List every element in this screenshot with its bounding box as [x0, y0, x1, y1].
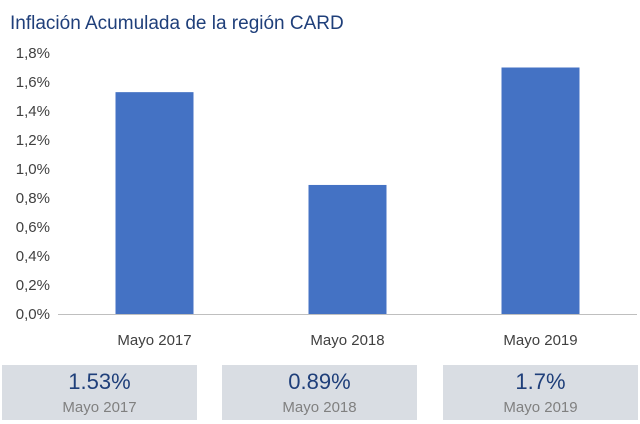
card-label: Mayo 2019: [503, 399, 578, 416]
card-label: Mayo 2018: [282, 399, 357, 416]
y-tick-label: 0,4%: [16, 248, 50, 265]
x-tick-label: Mayo 2017: [117, 332, 191, 349]
y-tick-label: 1,8%: [16, 45, 50, 62]
y-tick-label: 0,0%: [16, 306, 50, 323]
y-tick-label: 0,6%: [16, 219, 50, 236]
bars: [115, 67, 580, 315]
y-tick-label: 1,4%: [16, 103, 50, 120]
chart-title: Inflación Acumulada de la región CARD: [10, 13, 344, 34]
y-tick-label: 1,0%: [16, 161, 50, 178]
card-value: 1.53%: [68, 369, 131, 394]
summary-card-2018: 0.89% Mayo 2018: [222, 365, 417, 420]
summary-card-2017: 1.53% Mayo 2017: [2, 365, 197, 420]
y-axis: 0,0% 0,2% 0,4% 0,6% 0,8% 1,0% 1,2% 1,4% 1,6% 1,8%: [16, 45, 50, 323]
summary-card-2019: 1.7% Mayo 2019: [443, 365, 638, 420]
x-tick-label: Mayo 2018: [310, 332, 384, 349]
y-tick-label: 0,8%: [16, 190, 50, 207]
card-value: 1.7%: [515, 369, 566, 394]
bar-2: [308, 184, 387, 314]
bar-chart: 0,0% 0,2% 0,4% 0,6% 0,8% 1,0% 1,2% 1,4% 1,6% 1,8%…: [16, 45, 637, 349]
y-tick-label: 1,2%: [16, 132, 50, 149]
x-tick-label: Mayo 2019: [503, 332, 577, 349]
x-axis: Mayo 2017 Mayo 2018 Mayo 2019: [117, 332, 577, 349]
y-tick-label: 1,6%: [16, 74, 50, 91]
card-value: 0.89%: [288, 369, 351, 394]
bar-3: [501, 67, 580, 314]
bar-1: [115, 92, 194, 315]
card-label: Mayo 2017: [62, 399, 137, 416]
y-tick-label: 0,2%: [16, 277, 50, 294]
